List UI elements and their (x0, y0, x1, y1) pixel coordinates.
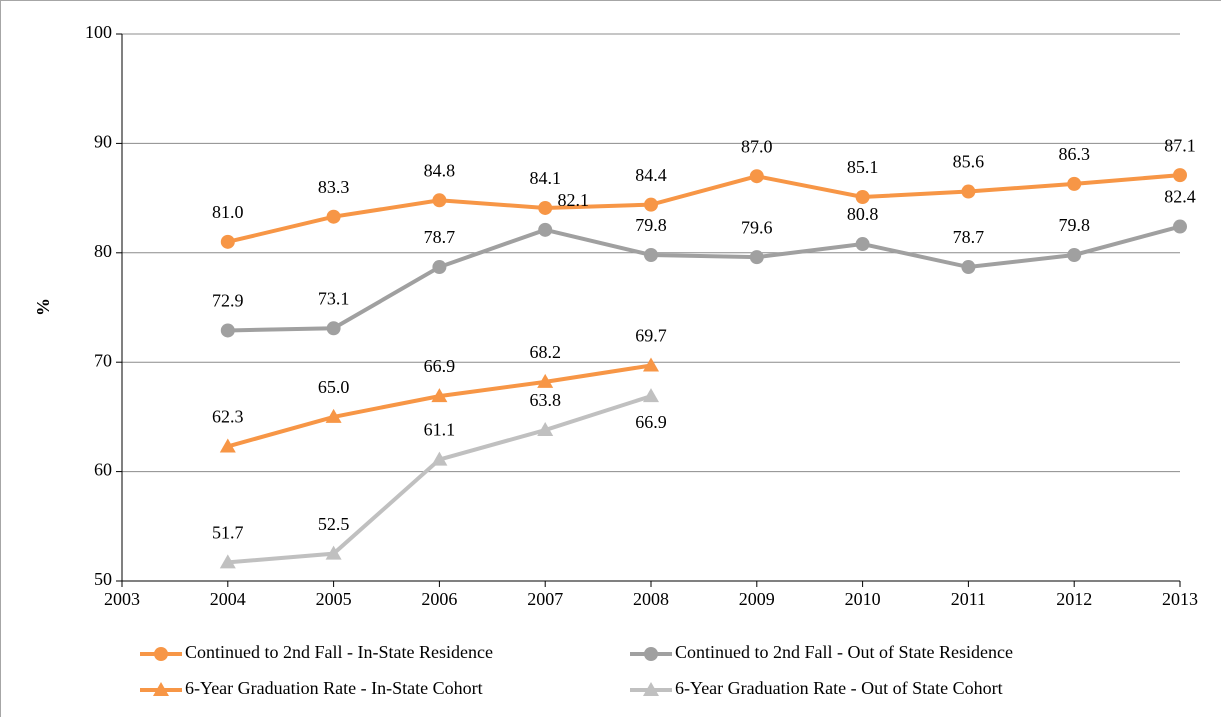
data-point (325, 545, 342, 560)
data-point (220, 323, 235, 338)
data-label: 78.7 (953, 227, 985, 247)
data-label: 80.8 (847, 204, 879, 224)
x-tick-label: 2010 (845, 589, 881, 609)
data-label: 66.9 (635, 412, 667, 432)
data-point (219, 438, 236, 453)
data-point (431, 388, 448, 403)
data-point (643, 388, 659, 403)
x-tick-label: 2006 (421, 589, 457, 609)
legend-label: 6-Year Graduation Rate - In-State Cohort (185, 678, 483, 698)
data-point (644, 197, 658, 212)
legend-label: Continued to 2nd Fall - In-State Residen… (185, 642, 493, 662)
data-label: 52.5 (318, 514, 350, 534)
data-point (1067, 176, 1082, 191)
data-point (537, 373, 554, 388)
data-label: 79.6 (741, 217, 773, 237)
x-tick-label: 2012 (1056, 589, 1092, 609)
series-line (227, 224, 1181, 333)
data-point (326, 209, 341, 224)
x-tick-label: 2013 (1162, 589, 1198, 609)
y-tick-label: 70 (94, 350, 112, 370)
data-point (537, 422, 554, 437)
data-point (749, 169, 764, 184)
data-label: 65.0 (318, 377, 350, 397)
data-point (855, 190, 870, 205)
data-point (220, 234, 235, 249)
data-label: 85.1 (847, 157, 879, 177)
data-point (325, 408, 342, 423)
data-label: 87.0 (741, 136, 773, 156)
data-point (1067, 247, 1082, 262)
data-label: 69.7 (635, 326, 667, 346)
data-point (855, 237, 870, 252)
data-label: 82.4 (1164, 187, 1196, 207)
legend-label: 6-Year Graduation Rate - Out of State Co… (675, 678, 1003, 698)
data-label: 84.4 (635, 165, 667, 185)
data-point (1173, 168, 1187, 183)
x-tick-label: 2007 (527, 589, 563, 609)
data-point (538, 222, 553, 237)
data-label: 84.1 (529, 168, 561, 188)
y-tick-label: 90 (94, 132, 112, 152)
data-point (219, 554, 236, 569)
data-point (431, 451, 448, 466)
data-label: 72.9 (212, 291, 244, 311)
data-label: 61.1 (424, 420, 456, 440)
data-point (961, 260, 976, 275)
legend-marker (153, 682, 169, 696)
data-point (749, 250, 764, 265)
data-label: 73.1 (318, 288, 350, 308)
x-tick-label: 2009 (739, 589, 775, 609)
data-label: 66.9 (424, 356, 456, 376)
data-label: 83.3 (318, 177, 350, 197)
data-point (432, 193, 447, 208)
y-tick-label: 60 (94, 460, 112, 480)
data-label: 79.8 (635, 215, 667, 235)
x-tick-label: 2011 (951, 589, 986, 609)
y-tick-label: 100 (85, 22, 112, 42)
data-label: 81.0 (212, 202, 244, 222)
series-line (227, 173, 1181, 244)
x-tick-label: 2005 (316, 589, 352, 609)
data-label: 86.3 (1058, 144, 1090, 164)
data-point (643, 357, 659, 372)
data-label: 68.2 (529, 342, 561, 362)
data-label: 85.6 (953, 152, 985, 172)
legend-marker (643, 682, 659, 696)
data-point (326, 321, 341, 336)
y-axis-label: % (33, 298, 53, 316)
legend-marker (644, 647, 658, 661)
data-point (538, 200, 553, 215)
data-label: 79.8 (1058, 215, 1090, 235)
data-label: 78.7 (424, 227, 456, 247)
data-label: 84.8 (424, 160, 456, 180)
x-tick-label: 2004 (210, 589, 246, 609)
data-label: 51.7 (212, 523, 244, 543)
data-point (961, 184, 976, 199)
y-tick-label: 80 (94, 241, 112, 261)
data-point (644, 247, 658, 262)
data-label: 87.1 (1164, 135, 1196, 155)
legend-marker (154, 647, 168, 661)
x-tick-label: 2008 (633, 589, 669, 609)
data-label: 63.8 (529, 390, 561, 410)
data-label: 82.1 (557, 190, 589, 210)
data-point (432, 260, 447, 275)
data-point (1173, 219, 1187, 234)
y-tick-label: 50 (94, 569, 112, 589)
legend-label: Continued to 2nd Fall - Out of State Res… (675, 642, 1013, 662)
data-label: 62.3 (212, 407, 244, 427)
x-tick-label: 2003 (104, 589, 140, 609)
